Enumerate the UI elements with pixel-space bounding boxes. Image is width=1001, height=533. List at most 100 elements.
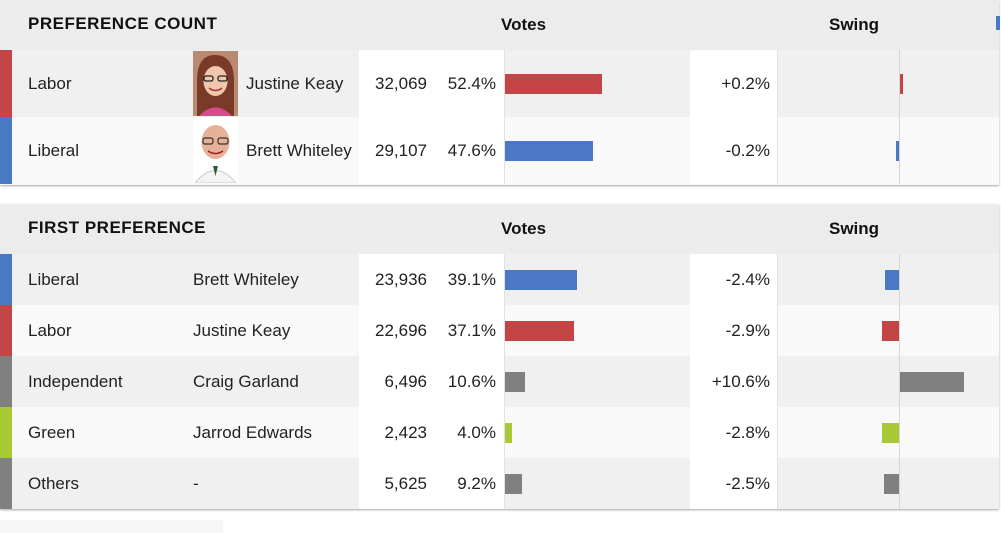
- column-divider: [777, 458, 778, 509]
- party-color-strip: [0, 305, 12, 356]
- column-divider: [777, 50, 778, 117]
- table-row[interactable]: Labor Justine Keay 22,696 37.1% -2.9%: [0, 305, 999, 356]
- swing-zero-axis: [899, 458, 900, 509]
- swing-zero-axis: [899, 254, 900, 305]
- party-color-strip: [0, 117, 12, 184]
- preference-count-panel: PREFERENCE COUNT Votes Swing Labor Justin…: [0, 0, 1000, 185]
- vote-share-bar: [505, 141, 593, 161]
- swing-value: -2.4%: [725, 270, 770, 289]
- column-divider: [504, 458, 505, 509]
- party-name: Others: [28, 474, 80, 493]
- vote-percentage: 9.2%: [457, 474, 496, 493]
- table-row[interactable]: Labor Justine Keay 32,069 52.4% +0.2%: [0, 50, 999, 117]
- party-name: Liberal: [28, 141, 80, 160]
- swing-bar: [896, 141, 899, 161]
- swing-zero-axis: [899, 50, 900, 117]
- vote-percentage: 52.4%: [447, 74, 496, 93]
- vote-bar-area: [505, 50, 690, 117]
- vote-count: 5,625: [384, 474, 427, 493]
- column-divider: [777, 407, 778, 458]
- first-preference-header: FIRST PREFERENCE Votes Swing: [0, 204, 999, 254]
- swing-cell: +10.6%: [690, 356, 778, 407]
- swing-value: -2.5%: [725, 474, 770, 493]
- party-color-strip: [0, 356, 12, 407]
- vote-bar-area: [505, 117, 690, 184]
- votes-cell: 32,069 52.4%: [359, 50, 504, 117]
- vote-share-bar: [505, 270, 577, 290]
- first-preference-title: FIRST PREFERENCE: [28, 218, 207, 237]
- vote-bar-area: [505, 356, 690, 407]
- vote-count: 22,696: [375, 321, 427, 340]
- vote-percentage: 37.1%: [447, 321, 496, 340]
- party-name: Green: [28, 423, 76, 442]
- swing-column-header: Swing: [829, 219, 880, 238]
- table-row[interactable]: Liberal Brett Whiteley 29,107 47.6% -0.2%: [0, 117, 999, 184]
- party-color-strip: [0, 50, 12, 117]
- column-divider: [777, 305, 778, 356]
- swing-cell: -2.4%: [690, 254, 778, 305]
- column-divider: [504, 305, 505, 356]
- vote-count: 6,496: [384, 372, 427, 391]
- swing-bar: [884, 474, 899, 494]
- votes-column-header: Votes: [501, 15, 547, 34]
- table-row[interactable]: Independent Craig Garland 6,496 10.6% +10.6%: [0, 356, 999, 407]
- swing-bar-area: [778, 50, 999, 117]
- votes-cell: 29,107 47.6%: [359, 117, 504, 184]
- preference-count-rows: Labor Justine Keay 32,069 52.4% +0.2% Liberal…: [0, 50, 999, 184]
- votes-cell: 5,625 9.2%: [359, 458, 504, 509]
- swing-bar: [900, 74, 903, 94]
- vote-count: 32,069: [375, 74, 427, 93]
- swing-bar-area: [778, 458, 999, 509]
- swing-cell: -2.5%: [690, 458, 778, 509]
- swing-bar: [882, 321, 899, 341]
- votes-cell: 23,936 39.1%: [359, 254, 504, 305]
- party-name: Independent: [28, 372, 123, 391]
- vote-bar-area: [505, 254, 690, 305]
- preference-count-header: PREFERENCE COUNT Votes Swing: [0, 0, 1000, 50]
- party-color-strip: [0, 458, 12, 509]
- swing-cell: -2.9%: [690, 305, 778, 356]
- vote-percentage: 47.6%: [447, 141, 496, 160]
- party-color-strip: [0, 254, 12, 305]
- swing-cell: +0.2%: [690, 50, 778, 117]
- vote-percentage: 10.6%: [447, 372, 496, 391]
- vote-bar-area: [505, 407, 690, 458]
- swing-value: +0.2%: [721, 74, 770, 93]
- swing-bar-area: [778, 356, 999, 407]
- votes-cell: 22,696 37.1%: [359, 305, 504, 356]
- candidate-photo-female: [193, 51, 238, 116]
- swing-zero-axis: [899, 117, 900, 184]
- swing-zero-axis: [899, 305, 900, 356]
- candidate-name: Brett Whiteley: [246, 141, 352, 160]
- scroll-indicator: [996, 16, 1000, 30]
- column-divider: [504, 117, 505, 184]
- vote-count: 2,423: [384, 423, 427, 442]
- swing-bar-area: [778, 117, 999, 184]
- column-divider: [777, 117, 778, 184]
- vote-share-bar: [505, 474, 522, 494]
- swing-zero-axis: [899, 407, 900, 458]
- party-color-strip: [0, 407, 12, 458]
- votes-cell: 2,423 4.0%: [359, 407, 504, 458]
- table-row[interactable]: Green Jarrod Edwards 2,423 4.0% -2.8%: [0, 407, 999, 458]
- table-row[interactable]: Others - 5,625 9.2% -2.5%: [0, 458, 999, 509]
- vote-count: 29,107: [375, 141, 427, 160]
- column-divider: [777, 254, 778, 305]
- party-name: Liberal: [28, 270, 80, 289]
- swing-bar-area: [778, 407, 999, 458]
- vote-share-bar: [505, 321, 574, 341]
- vote-share-bar: [505, 423, 512, 443]
- vote-percentage: 4.0%: [457, 423, 496, 442]
- swing-zero-axis: [899, 356, 900, 407]
- preference-count-title: PREFERENCE COUNT: [28, 14, 218, 33]
- column-divider: [504, 407, 505, 458]
- vote-count: 23,936: [375, 270, 427, 289]
- vote-percentage: 39.1%: [447, 270, 496, 289]
- party-name: Labor: [28, 321, 72, 340]
- vote-bar-area: [505, 305, 690, 356]
- swing-bar-area: [778, 254, 999, 305]
- swing-value: +10.6%: [711, 372, 770, 391]
- table-row[interactable]: Liberal Brett Whiteley 23,936 39.1% -2.4%: [0, 254, 999, 305]
- candidate-photo-male: [193, 118, 238, 183]
- candidate-name: Justine Keay: [193, 321, 291, 340]
